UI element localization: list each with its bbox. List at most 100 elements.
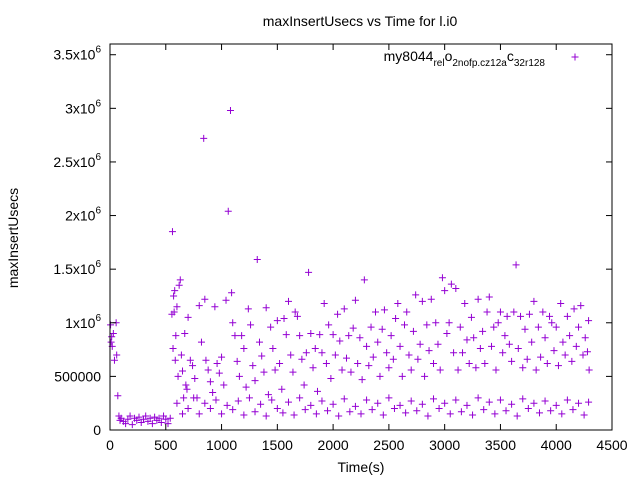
data-point [313,387,321,395]
data-point [392,314,400,322]
data-point [228,289,236,297]
data-point [253,256,261,264]
data-point [459,349,467,357]
data-point [424,412,432,420]
data-point [450,349,458,357]
data-point [316,331,324,339]
data-point [302,349,310,357]
data-point [162,415,170,423]
data-point [454,366,462,374]
data-point [242,383,250,391]
data-point [403,308,411,316]
data-point [309,364,317,372]
data-point [514,345,522,353]
data-point [209,388,217,396]
data-point [390,405,398,413]
data-point [413,407,421,415]
data-point [291,308,299,316]
data-point [200,134,208,142]
data-point [180,394,188,402]
data-point [168,228,176,236]
data-point [336,337,344,345]
data-point [273,405,281,413]
data-point [374,338,382,346]
data-point [267,323,275,331]
data-point [233,357,241,365]
data-point [202,356,210,364]
data-point [502,407,510,415]
data-point [490,323,498,331]
data-point [278,385,286,393]
data-point [418,400,426,408]
data-point [114,392,122,400]
data-point [363,396,371,404]
data-point [368,406,376,414]
data-point [184,313,192,321]
data-point [351,402,359,410]
data-point [146,414,154,422]
data-point [563,312,571,320]
data-point [446,410,454,418]
data-point [296,332,304,340]
data-point [543,360,551,368]
data-point [436,366,444,374]
data-point [546,312,554,320]
data-point [525,310,533,318]
data-point [380,306,388,314]
data-point [575,323,583,331]
y-axis-label: maxInsertUsecs [5,188,21,288]
data-point [394,299,402,307]
data-point [501,332,509,340]
data-point [249,362,257,370]
data-point [523,355,531,363]
data-point [360,276,368,284]
data-point [379,411,387,419]
data-point [480,406,488,414]
data-point [519,364,527,372]
data-point [423,321,431,329]
y-tick-label: 500000 [54,368,101,384]
y-tick-label: 0 [93,422,101,438]
data-point [530,297,538,305]
data-point [171,356,179,364]
y-tick-label: 1.5x106 [53,259,101,277]
data-point [327,375,335,383]
data-point [481,360,489,368]
data-point [110,356,118,364]
data-point [169,345,177,353]
data-point [142,412,150,420]
data-point [224,207,232,215]
data-point [262,304,270,312]
data-point [585,317,593,325]
data-point [351,296,359,304]
data-point [279,409,287,417]
data-point [338,366,346,374]
data-point [181,330,189,337]
legend-label: my8044relo2nofp.cz12ac32r128 [384,48,546,69]
data-point [307,401,315,409]
data-point [201,295,209,303]
data-point [271,366,279,374]
data-point [452,284,460,292]
data-point [430,395,438,403]
data-point [396,401,404,409]
data-point [191,375,199,383]
data-point [301,406,309,414]
data-point [396,342,404,350]
data-point [376,372,384,380]
data-point [201,399,209,407]
data-point [173,399,181,407]
data-point [108,333,116,341]
data-point [432,319,440,327]
data-point [322,360,330,368]
data-point [235,372,243,380]
data-point [530,399,538,407]
data-point [581,334,589,342]
data-point [557,299,565,307]
data-point [561,351,569,359]
data-point [218,410,226,418]
data-point [539,308,547,316]
data-point [157,418,165,426]
data-point [164,420,172,428]
data-point [552,401,560,409]
